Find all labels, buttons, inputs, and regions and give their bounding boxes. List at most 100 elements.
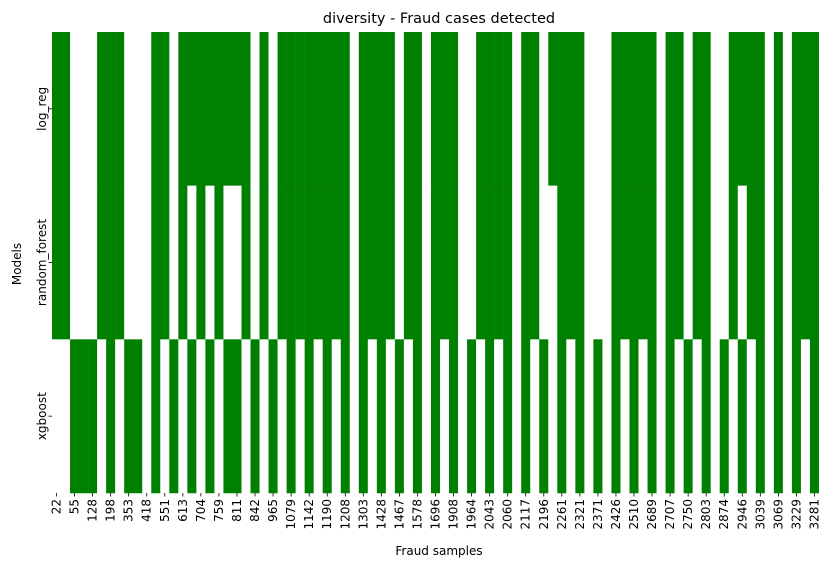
x-tick-label: 1142 (302, 499, 316, 530)
y-tick-label: random_forest (35, 219, 49, 306)
heatmap-cell (304, 185, 314, 340)
heatmap-cell (403, 32, 414, 186)
heatmap-cell (214, 185, 224, 340)
heatmap-cell (133, 339, 143, 494)
heatmap-cell (277, 339, 287, 494)
heatmap-cell (313, 32, 323, 186)
heatmap-cell (683, 32, 693, 186)
heatmap-cell (115, 339, 125, 494)
heatmap-cell (385, 339, 396, 494)
y-tick-label: xgboost (35, 392, 49, 440)
heatmap-cell (539, 339, 549, 494)
chart-title: diversity - Fraud cases detected (323, 11, 555, 27)
heatmap-cell (187, 32, 197, 186)
heatmap-cell (421, 185, 432, 340)
heatmap-cell (169, 339, 179, 494)
heatmap-cell (548, 185, 558, 340)
heatmap-cell (142, 32, 152, 186)
heatmap-cell (656, 32, 666, 186)
heatmap-cell (79, 185, 89, 340)
x-tick-label: 2707 (663, 499, 677, 530)
heatmap-cell (764, 185, 775, 340)
heatmap-cell (566, 185, 576, 340)
x-tick-label: 128 (86, 499, 100, 522)
heatmap-cell (421, 32, 432, 186)
x-tick-label: 1578 (410, 499, 424, 530)
x-tick-label: 2196 (537, 499, 551, 530)
heatmap-cell (440, 339, 450, 494)
heatmap-cell (476, 185, 486, 340)
heatmap-cell (70, 185, 80, 340)
heatmap-cell (88, 339, 98, 494)
heatmap-cell (268, 339, 278, 494)
heatmap-cell (809, 32, 820, 186)
x-tick-label: 2946 (735, 499, 749, 530)
heatmap-cell (683, 185, 693, 340)
heatmap-cell (566, 339, 576, 494)
heatmap-cell (764, 339, 775, 494)
x-tick-label: 2060 (501, 499, 515, 530)
heatmap-cells (52, 32, 829, 494)
heatmap-cell (692, 339, 702, 494)
heatmap-cell (178, 185, 188, 340)
heatmap-cell (358, 185, 369, 340)
heatmap-cell (430, 32, 441, 186)
x-tick-label: 613 (176, 499, 190, 522)
heatmap-cell (683, 339, 693, 494)
x-tick-label: 704 (194, 499, 208, 522)
heatmap-cell (638, 185, 648, 340)
heatmap-cell (250, 32, 260, 186)
heatmap-cell (232, 339, 242, 494)
heatmap-cell (566, 32, 576, 186)
x-tick-label: 353 (122, 499, 136, 522)
heatmap-cell (791, 32, 802, 186)
heatmap-cell (412, 339, 423, 494)
heatmap-cell (322, 339, 332, 494)
heatmap-cell (575, 32, 585, 186)
heatmap-cell (124, 339, 134, 494)
x-tick-label: 811 (230, 499, 244, 522)
heatmap-cell (620, 32, 630, 186)
heatmap-cell (403, 339, 414, 494)
heatmap-cell (79, 32, 89, 186)
heatmap-cell (638, 32, 648, 186)
heatmap-cell (791, 339, 802, 494)
heatmap-cell (512, 185, 522, 340)
heatmap-cell (142, 339, 152, 494)
heatmap-cell (647, 339, 657, 494)
heatmap-cell (818, 339, 829, 494)
heatmap-cell (620, 185, 630, 340)
heatmap-cell (728, 185, 739, 340)
heatmap-cell (710, 185, 720, 340)
heatmap-cell (187, 185, 197, 340)
heatmap-cell (719, 32, 729, 186)
x-tick-label: 2803 (699, 499, 713, 530)
heatmap-cell (503, 339, 513, 494)
heatmap-cell (295, 185, 305, 340)
heatmap-cell (52, 339, 62, 494)
x-tick-label: 3069 (771, 499, 785, 530)
x-tick-label: 2043 (483, 499, 497, 530)
heatmap-cell (223, 339, 233, 494)
heatmap-cell (412, 185, 423, 340)
heatmap-cell (115, 185, 125, 340)
heatmap-cell (557, 339, 567, 494)
heatmap-cell (656, 185, 666, 340)
heatmap-cell (440, 32, 450, 186)
heatmap-cell (602, 185, 612, 340)
heatmap-cell (674, 32, 684, 186)
heatmap-cell (755, 185, 766, 340)
heatmap-cell (494, 32, 504, 186)
heatmap-cell (61, 339, 71, 494)
x-tick-label: 551 (158, 499, 172, 522)
heatmap-cell (268, 185, 278, 340)
heatmap-cell (52, 185, 62, 340)
heatmap-cell (674, 185, 684, 340)
heatmap-cell (97, 32, 107, 186)
heatmap-cell (340, 339, 351, 494)
heatmap-cell (160, 339, 170, 494)
heatmap-cell (421, 339, 432, 494)
